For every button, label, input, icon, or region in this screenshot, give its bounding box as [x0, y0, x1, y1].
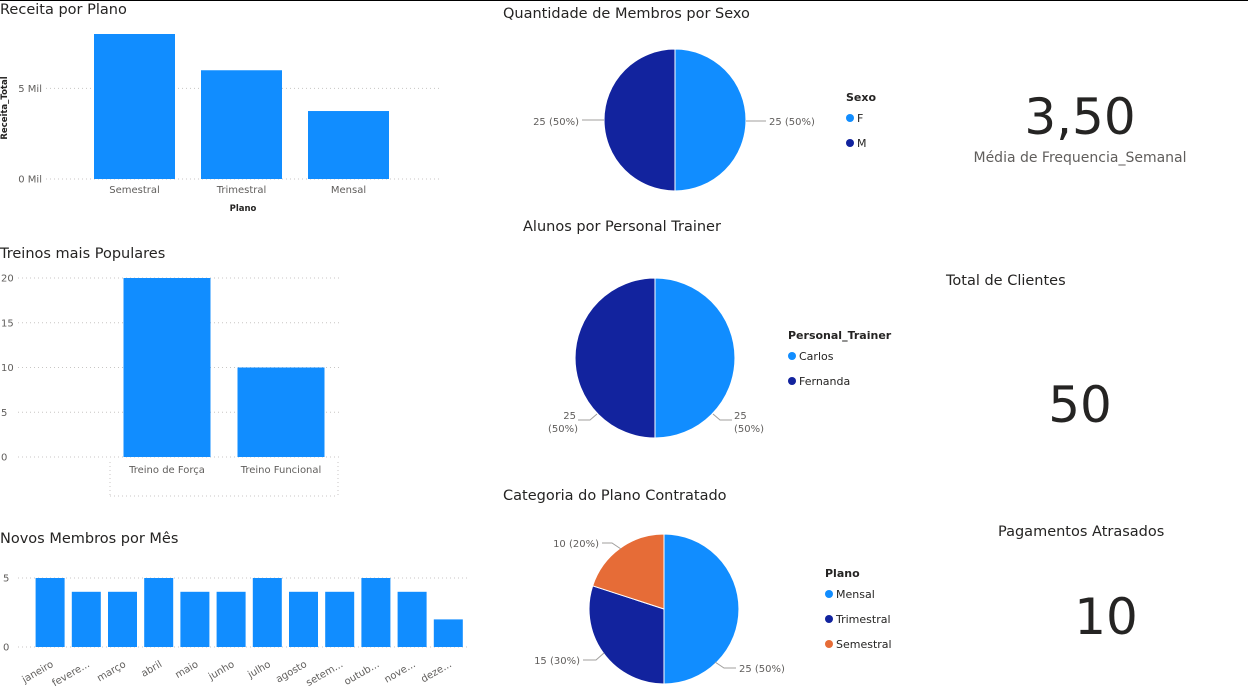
bar[interactable] — [289, 591, 318, 647]
data-label: 25 (50%) — [739, 664, 785, 675]
bar[interactable] — [397, 591, 427, 647]
bar[interactable] — [216, 591, 246, 647]
leader-line — [578, 413, 598, 421]
leader-line — [583, 652, 605, 661]
x-tick-label: Treino Funcional — [240, 465, 322, 476]
bar[interactable] — [433, 619, 463, 647]
x-tick-label: Treino de Força — [128, 465, 205, 476]
chart-title-personal: Alunos por Personal Trainer — [523, 219, 721, 235]
pie-slice-mensal[interactable] — [663, 533, 740, 685]
y-tick-label: 20 — [1, 274, 14, 285]
card-clientes-value: 50 — [1048, 376, 1112, 434]
data-label: 25 — [734, 411, 747, 422]
pie-slice-carlos[interactable] — [654, 277, 736, 439]
pie-slice-fernanda[interactable] — [574, 277, 656, 439]
card-pagamentos-title: Pagamentos Atrasados — [998, 524, 1165, 540]
y-tick-label: 5 Mil — [18, 84, 42, 95]
y-tick-label: 0 — [3, 643, 9, 654]
x-axis-title: Plano — [230, 204, 257, 214]
pie-chart-personal: 25 (50%) 25 (50%) Personal_Trainer Carlos Fern… — [548, 277, 892, 439]
bar-chart-receita: 0 Mil 5 Mil Semestral Trimestral Mensal Plano… — [0, 34, 440, 214]
pie-chart-categoria: 25 (50%) 15 (30%) 10 (20%) Plano Mensal Trime… — [534, 533, 892, 685]
chart-title-receita: Receita por Plano — [0, 2, 127, 18]
legend-item[interactable]: Semestral — [836, 638, 892, 651]
top-border-line — [0, 0, 1248, 1]
leader-line — [712, 413, 732, 421]
legend-marker — [825, 615, 833, 623]
x-tick-label: Mensal — [331, 185, 366, 196]
x-tick-label: Trimestral — [216, 185, 267, 196]
legend-item[interactable]: Mensal — [836, 588, 875, 601]
chart-title-categoria: Categoria do Plano Contratado — [503, 488, 727, 504]
bar[interactable] — [123, 278, 211, 457]
pie-chart-sexo: 25 (50%) 25 (50%) Sexo FM — [533, 48, 876, 192]
bar[interactable] — [308, 111, 389, 179]
legend-marker — [788, 377, 796, 385]
legend-title: Personal_Trainer — [788, 329, 892, 342]
legend-marker — [825, 640, 833, 648]
bar[interactable] — [252, 578, 282, 647]
legend-title: Sexo — [846, 91, 876, 104]
card-clientes: 50 — [980, 380, 1180, 430]
bar[interactable] — [144, 578, 174, 647]
legend-item[interactable]: Carlos — [799, 350, 834, 363]
bar[interactable] — [325, 591, 355, 647]
pie-slice-f[interactable] — [674, 48, 747, 192]
legend-marker — [788, 352, 796, 360]
bar[interactable] — [94, 34, 175, 179]
data-label: (50%) — [548, 424, 578, 435]
bar[interactable] — [35, 578, 65, 647]
legend-marker — [846, 139, 854, 147]
card-pagamentos: 10 — [1006, 592, 1206, 642]
data-label: 15 (30%) — [534, 656, 580, 667]
bar-chart-treinos: 0 5 10 15 20 Treino de Força Treino Funcional — [1, 274, 340, 497]
bar[interactable] — [108, 591, 137, 647]
legend-item[interactable]: Fernanda — [799, 375, 850, 388]
card-pagamentos-value: 10 — [1074, 588, 1138, 646]
legend-marker — [846, 114, 854, 122]
card-media-label: Média de Frequencia_Semanal — [973, 150, 1187, 166]
data-label: 10 (20%) — [553, 539, 599, 550]
legend-item[interactable]: M — [857, 137, 867, 150]
bar[interactable] — [71, 591, 101, 647]
y-tick-label: 0 Mil — [18, 175, 42, 186]
leader-line — [602, 542, 622, 550]
x-tick-label: Semestral — [109, 185, 160, 196]
data-label: (50%) — [734, 424, 764, 435]
data-label: 25 (50%) — [533, 117, 579, 128]
y-tick-label: 10 — [1, 363, 14, 374]
bar[interactable] — [180, 591, 210, 647]
chart-title-treinos: Treinos mais Populares — [0, 246, 166, 262]
y-tick-label: 5 — [1, 408, 7, 419]
legend-item[interactable]: Trimestral — [835, 613, 891, 626]
leader-line — [714, 661, 736, 669]
bar[interactable] — [237, 367, 325, 458]
bar[interactable] — [201, 70, 282, 179]
y-axis-title: Receita_Total — [0, 76, 10, 139]
data-label: 25 (50%) — [769, 117, 815, 128]
card-media-value: 3,50 — [1024, 88, 1136, 146]
y-tick-label: 5 — [3, 574, 9, 585]
bar[interactable] — [361, 578, 391, 647]
data-label: 25 — [563, 411, 576, 422]
legend-item[interactable]: F — [857, 112, 863, 125]
chart-title-novos: Novos Membros por Mês — [0, 531, 179, 547]
card-clientes-title: Total de Clientes — [946, 273, 1066, 289]
chart-title-sexo: Quantidade de Membros por Sexo — [503, 6, 750, 22]
card-media: 3,50 Média de Frequencia_Semanal — [960, 92, 1200, 166]
legend-marker — [825, 590, 833, 598]
legend-title: Plano — [825, 567, 860, 580]
y-tick-label: 15 — [1, 318, 14, 329]
y-tick-label: 0 — [1, 453, 7, 464]
